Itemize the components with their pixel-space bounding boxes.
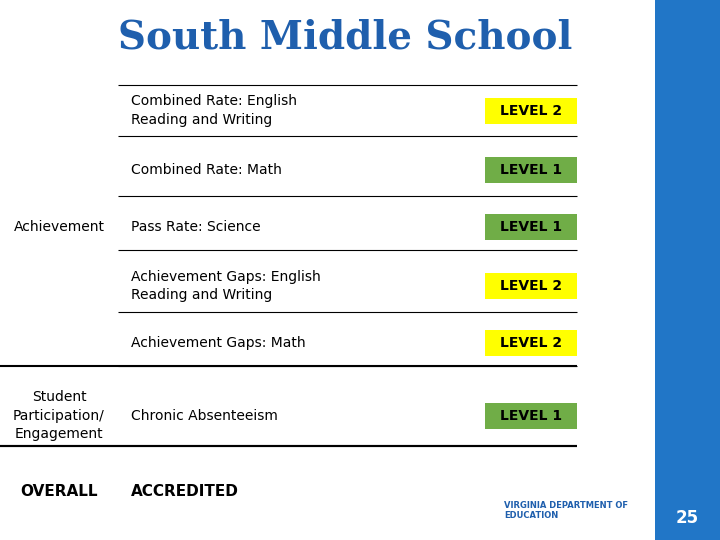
Text: Combined Rate: English
Reading and Writing: Combined Rate: English Reading and Writi…: [131, 94, 297, 127]
Text: LEVEL 2: LEVEL 2: [500, 279, 562, 293]
Text: LEVEL 1: LEVEL 1: [500, 409, 562, 423]
Text: LEVEL 2: LEVEL 2: [500, 336, 562, 350]
Text: LEVEL 1: LEVEL 1: [500, 220, 562, 234]
Text: Achievement Gaps: Math: Achievement Gaps: Math: [131, 336, 306, 350]
Text: Achievement Gaps: English
Reading and Writing: Achievement Gaps: English Reading and Wr…: [131, 270, 321, 302]
FancyBboxPatch shape: [485, 157, 577, 183]
FancyBboxPatch shape: [485, 330, 577, 356]
FancyBboxPatch shape: [485, 273, 577, 299]
FancyBboxPatch shape: [485, 214, 577, 240]
Text: Student
Participation/
Engagement: Student Participation/ Engagement: [13, 390, 105, 441]
Text: 25: 25: [676, 509, 699, 528]
Text: Achievement: Achievement: [14, 220, 104, 234]
Text: South Middle School: South Middle School: [118, 19, 572, 57]
FancyBboxPatch shape: [485, 403, 577, 429]
Text: Pass Rate: Science: Pass Rate: Science: [131, 220, 261, 234]
FancyBboxPatch shape: [485, 98, 577, 124]
Text: ACCREDITED: ACCREDITED: [131, 484, 239, 499]
Text: VIRGINIA DEPARTMENT OF
EDUCATION: VIRGINIA DEPARTMENT OF EDUCATION: [504, 501, 628, 520]
Text: OVERALL: OVERALL: [20, 484, 98, 499]
Text: LEVEL 1: LEVEL 1: [500, 163, 562, 177]
Text: Combined Rate: Math: Combined Rate: Math: [131, 163, 282, 177]
Text: LEVEL 2: LEVEL 2: [500, 104, 562, 118]
Text: Chronic Absenteeism: Chronic Absenteeism: [131, 409, 278, 423]
